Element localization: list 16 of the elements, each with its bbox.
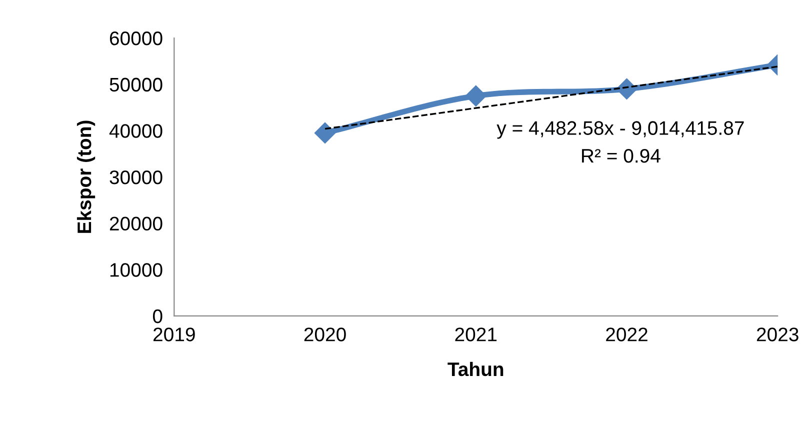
y-tick-label: 30000 xyxy=(110,170,162,184)
y-tick-label: 20000 xyxy=(110,216,162,231)
y-tick-label: 10000 xyxy=(110,263,162,277)
x-tick-label: 2022 xyxy=(606,328,648,342)
y-tick-label: 0 xyxy=(152,309,162,324)
y-axis-title: Ekspor (ton) xyxy=(76,120,96,233)
x-tick-label: 2020 xyxy=(304,328,346,342)
x-tick-label: 2021 xyxy=(455,328,497,342)
y-tick-label: 60000 xyxy=(110,31,162,46)
x-tick-label: 2019 xyxy=(154,328,195,342)
y-tick-label: 50000 xyxy=(110,78,162,92)
y-tick-label: 40000 xyxy=(109,124,162,138)
annotation: R² = 0.94 xyxy=(582,148,660,163)
x-axis-title: Tahun xyxy=(448,362,504,376)
x-tick-label: 2023 xyxy=(756,328,798,342)
annotation: y = 4,482.58x - 9,014,415.87 xyxy=(496,121,744,139)
